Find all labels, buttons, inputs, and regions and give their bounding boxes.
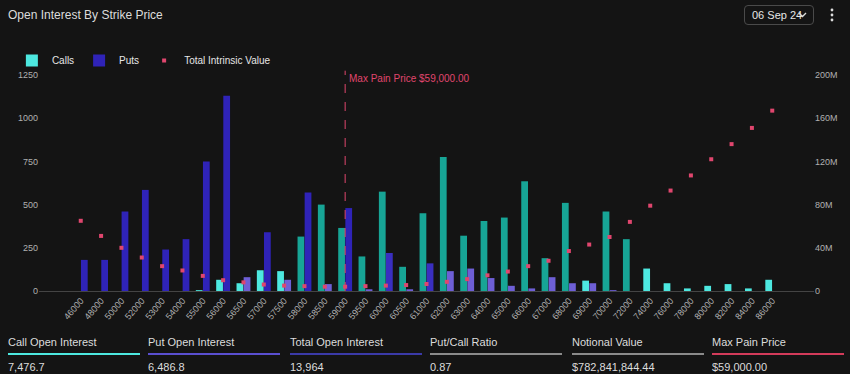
svg-text:65000: 65000: [489, 296, 513, 322]
svg-text:50000: 50000: [103, 296, 127, 322]
html-text:7,476.7: 7,476.7: [8, 361, 45, 373]
svg-text:1000: 1000: [18, 113, 38, 123]
svg-text:64000: 64000: [469, 296, 493, 322]
svg-text:40M: 40M: [815, 243, 833, 253]
svg-text:80M: 80M: [815, 200, 833, 210]
svg-text:52000: 52000: [123, 296, 147, 322]
svg-text:0: 0: [815, 286, 820, 296]
svg-text:54000: 54000: [164, 296, 188, 322]
svg-text:58000: 58000: [286, 296, 310, 322]
svg-text:76000: 76000: [652, 296, 676, 322]
svg-text:68000: 68000: [550, 296, 574, 322]
html-text:Open Interest By Strike Price: Open Interest By Strike Price: [8, 8, 163, 22]
html-text:13,964: 13,964: [290, 361, 324, 373]
html-text:$782,841,844.44: $782,841,844.44: [572, 361, 655, 373]
svg-text:55000: 55000: [184, 296, 208, 322]
svg-text:63000: 63000: [448, 296, 472, 322]
svg-text:57500: 57500: [265, 296, 289, 322]
svg-text:60000: 60000: [367, 296, 391, 322]
svg-text:Puts: Puts: [119, 55, 139, 66]
svg-text:58500: 58500: [306, 296, 330, 322]
svg-text:61000: 61000: [408, 296, 432, 322]
html-text:06 Sep 24: 06 Sep 24: [752, 9, 803, 21]
svg-text:59500: 59500: [347, 296, 371, 322]
svg-text:86000: 86000: [753, 296, 777, 322]
svg-text:160M: 160M: [815, 113, 838, 123]
svg-text:500: 500: [23, 200, 38, 210]
svg-text:59000: 59000: [326, 296, 350, 322]
svg-text:Total Intrinsic Value: Total Intrinsic Value: [184, 55, 270, 66]
html-text:$59,000.00: $59,000.00: [712, 361, 768, 373]
svg-text:62000: 62000: [428, 296, 452, 322]
svg-text:53000: 53000: [143, 296, 167, 322]
svg-text:60500: 60500: [387, 296, 411, 322]
svg-text:46000: 46000: [62, 296, 86, 322]
html-text:Call Open Interest: Call Open Interest: [8, 336, 97, 348]
html-text:0.87: 0.87: [430, 361, 452, 373]
svg-text:84000: 84000: [733, 296, 757, 322]
svg-text:57000: 57000: [245, 296, 269, 322]
svg-text:1250: 1250: [18, 70, 38, 80]
svg-text:120M: 120M: [815, 157, 838, 167]
html-text:Put Open Interest: Put Open Interest: [148, 336, 235, 348]
svg-text:48000: 48000: [82, 296, 106, 322]
svg-text:74000: 74000: [631, 296, 655, 322]
html-text:Max Pain Price: Max Pain Price: [712, 336, 786, 348]
svg-text:Calls: Calls: [52, 55, 74, 66]
html-text:Put/Call Ratio: Put/Call Ratio: [430, 336, 498, 348]
svg-text:750: 750: [23, 157, 38, 167]
svg-text:80000: 80000: [692, 296, 716, 322]
svg-text:56500: 56500: [225, 296, 249, 322]
html-text:Total Open Interest: Total Open Interest: [290, 336, 383, 348]
svg-text:72000: 72000: [611, 296, 635, 322]
svg-text:56000: 56000: [204, 296, 228, 322]
svg-text:69000: 69000: [570, 296, 594, 322]
html-text:6,486.8: 6,486.8: [148, 361, 185, 373]
svg-text:0: 0: [33, 286, 38, 296]
svg-text:82000: 82000: [713, 296, 737, 322]
svg-text:67000: 67000: [530, 296, 554, 322]
svg-text:250: 250: [23, 243, 38, 253]
svg-text:66000: 66000: [509, 296, 533, 322]
svg-text:Max Pain Price $59,000.00: Max Pain Price $59,000.00: [349, 73, 470, 84]
svg-text:70000: 70000: [591, 296, 615, 322]
html-text:Notional Value: Notional Value: [572, 336, 643, 348]
svg-text:78000: 78000: [672, 296, 696, 322]
svg-text:200M: 200M: [815, 70, 838, 80]
